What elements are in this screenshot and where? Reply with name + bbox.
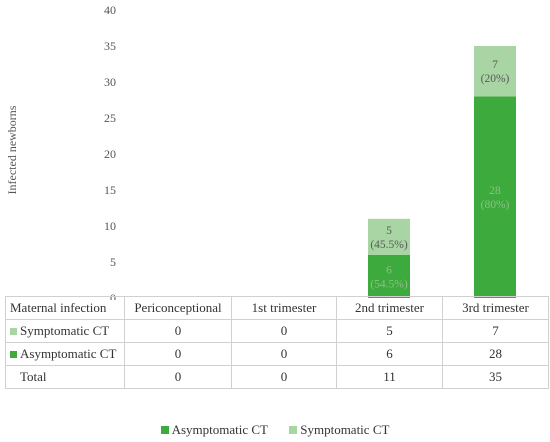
table-cell: 6 [336,342,443,366]
y-tick-label: 0 [110,291,116,300]
stacked-bar-chart: Infected newborns 0 5 10 15 20 25 30 35 40 6 (54.… [5,3,516,300]
chart-legend: Asymptomatic CT Symptomatic CT [0,422,550,438]
y-tick-label: 15 [104,183,116,197]
bars [368,46,516,299]
bar-labels: 6 (54.5%) 5 (45.5%) 28 (80%) 7 (20%) [370,59,509,290]
table-row: Asymptomatic CT 0 0 6 28 [5,342,549,366]
asymptomatic-swatch-icon [10,350,17,358]
symptomatic-swatch-icon [10,327,17,335]
bar-segment [474,46,516,97]
table-cell: 0 [231,342,337,366]
y-tick-label: 5 [110,255,116,269]
bar-data-label: 6 (54.5%) [370,264,408,290]
y-tick-label: 35 [104,39,116,53]
y-tick-label: 10 [104,219,116,233]
table-cell: 0 [231,319,337,343]
bar-data-label: 28 (80%) [481,185,510,211]
table-cell: 0 [124,342,232,366]
row-header-symptomatic: Symptomatic CT [5,319,125,343]
y-axis-label: Infected newborns [5,105,19,194]
asymptomatic-legend-swatch-icon [160,426,169,435]
legend-item-symptomatic: Symptomatic CT [289,422,389,438]
bar-segment [368,254,410,298]
y-axis-ticks: 0 5 10 15 20 25 30 35 40 [104,3,116,300]
column-header: 3rd trimester [442,296,549,320]
table-cell: 0 [124,365,232,389]
table-cell: 7 [442,319,549,343]
column-header: 1st trimester [231,296,337,320]
table-cell: 28 [442,342,549,366]
table-header-label: Maternal infection [5,296,125,320]
column-header: 2nd trimester [336,296,443,320]
table-cell: 5 [336,319,443,343]
table-cell: 11 [336,365,443,389]
table-row: Symptomatic CT 0 0 5 7 [5,319,549,343]
table-row: Total 0 0 11 35 [5,365,549,389]
table-cell: 35 [442,365,549,389]
symptomatic-legend-swatch-icon [289,426,298,435]
y-tick-label: 30 [104,75,116,89]
bar-data-label: 5 (45.5%) [370,225,408,251]
table-header-row: Maternal infection Periconceptional 1st … [5,296,549,320]
row-header-asymptomatic: Asymptomatic CT [5,342,125,366]
table-cell: 0 [124,319,232,343]
bar-segment [474,96,516,299]
y-tick-label: 20 [104,147,116,161]
legend-item-asymptomatic: Asymptomatic CT [160,422,268,438]
bar-segment [368,218,410,255]
y-tick-label: 40 [104,3,116,17]
table-cell: 0 [231,365,337,389]
y-tick-label: 25 [104,111,116,125]
data-table: Maternal infection Periconceptional 1st … [5,296,549,389]
column-header: Periconceptional [124,296,232,320]
bar-data-label: 7 (20%) [481,59,510,85]
row-header-total: Total [5,365,125,389]
